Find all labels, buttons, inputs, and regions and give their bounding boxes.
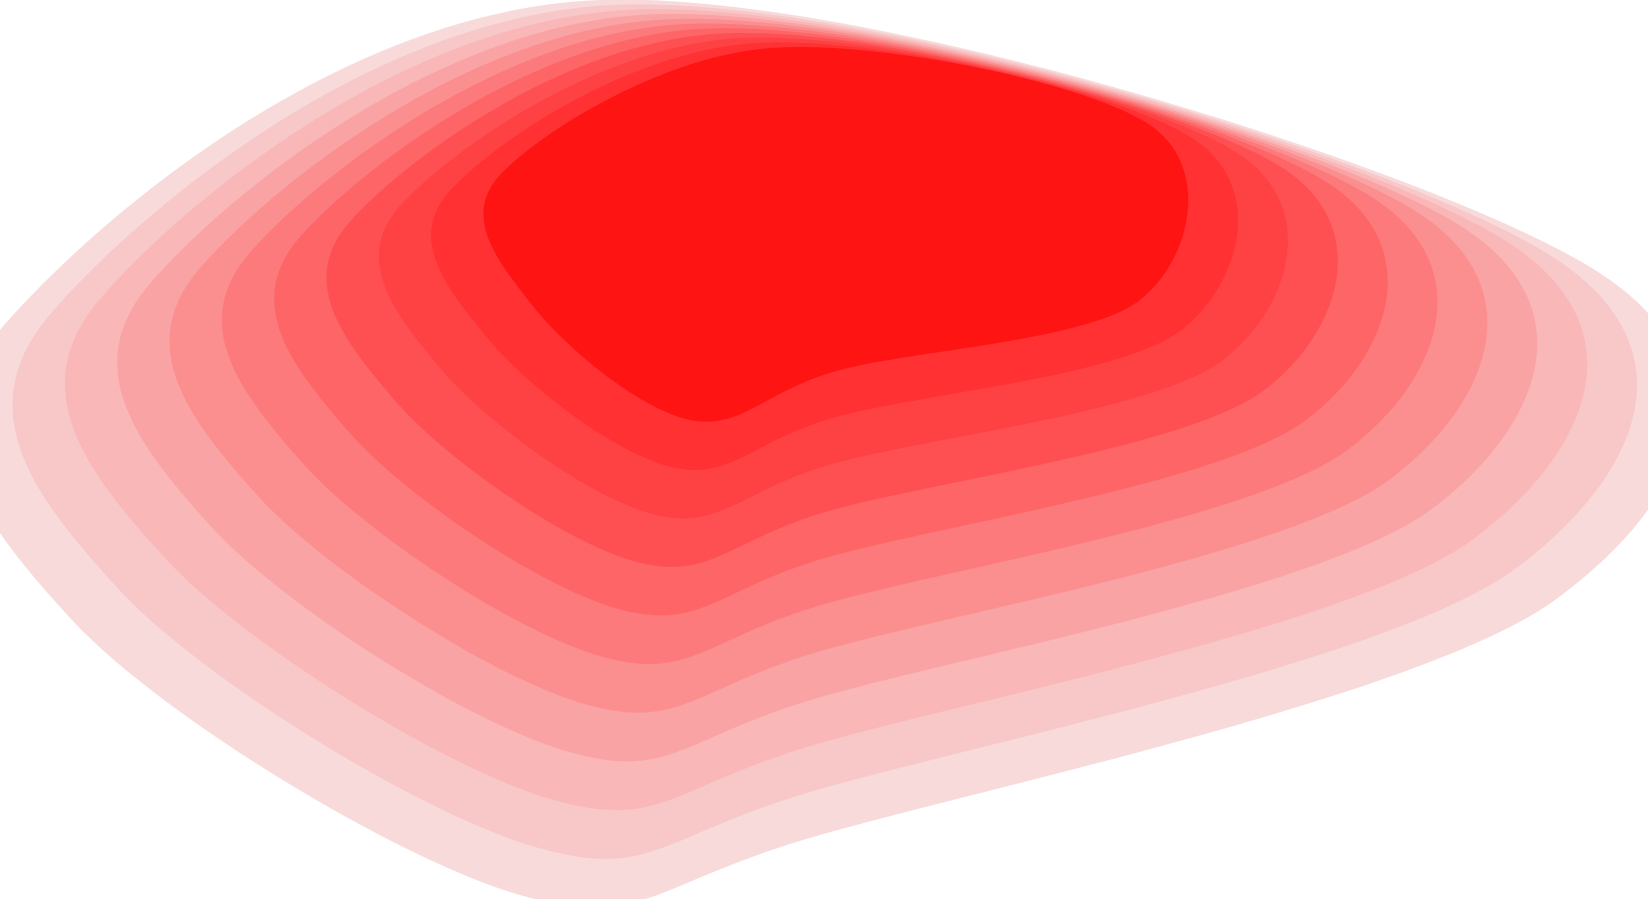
contour-layer-11: [483, 46, 1189, 422]
